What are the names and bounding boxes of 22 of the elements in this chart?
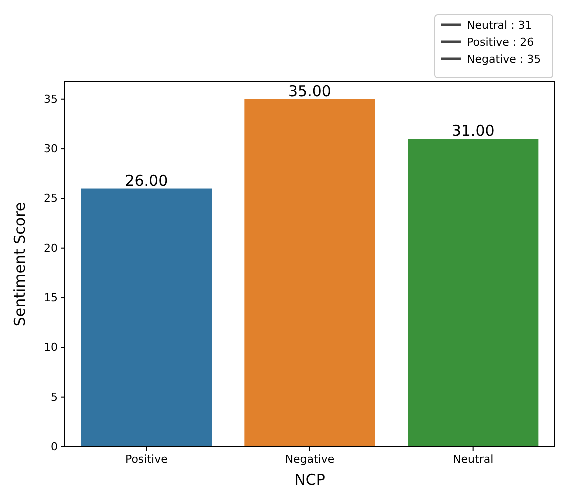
y-tick-label: 25	[44, 192, 58, 206]
y-tick-label: 15	[44, 292, 58, 305]
bar	[244, 99, 376, 447]
x-tick-label: Positive	[125, 453, 168, 466]
bar	[408, 139, 539, 447]
data-label: 26.00	[125, 172, 168, 190]
text: Neutral : 31	[467, 19, 532, 32]
x-axis-title: NCP	[294, 471, 326, 489]
bar	[81, 188, 212, 447]
y-tick-label: 10	[44, 341, 58, 354]
data-label: 35.00	[288, 82, 332, 100]
data-label: 31.00	[452, 122, 495, 140]
y-tick-label: 0	[51, 440, 58, 454]
y-axis-title: Sentiment Score	[11, 202, 29, 327]
text: Positive : 26	[467, 36, 534, 49]
y-tick-label: 5	[51, 390, 58, 404]
x-tick-label: Negative	[285, 453, 335, 466]
text: Negative : 35	[467, 53, 542, 66]
x-tick-label: Neutral	[453, 453, 494, 466]
y-tick-label: 35	[44, 92, 58, 106]
y-tick-label: 20	[44, 242, 58, 255]
y-tick-label: 30	[44, 142, 58, 156]
